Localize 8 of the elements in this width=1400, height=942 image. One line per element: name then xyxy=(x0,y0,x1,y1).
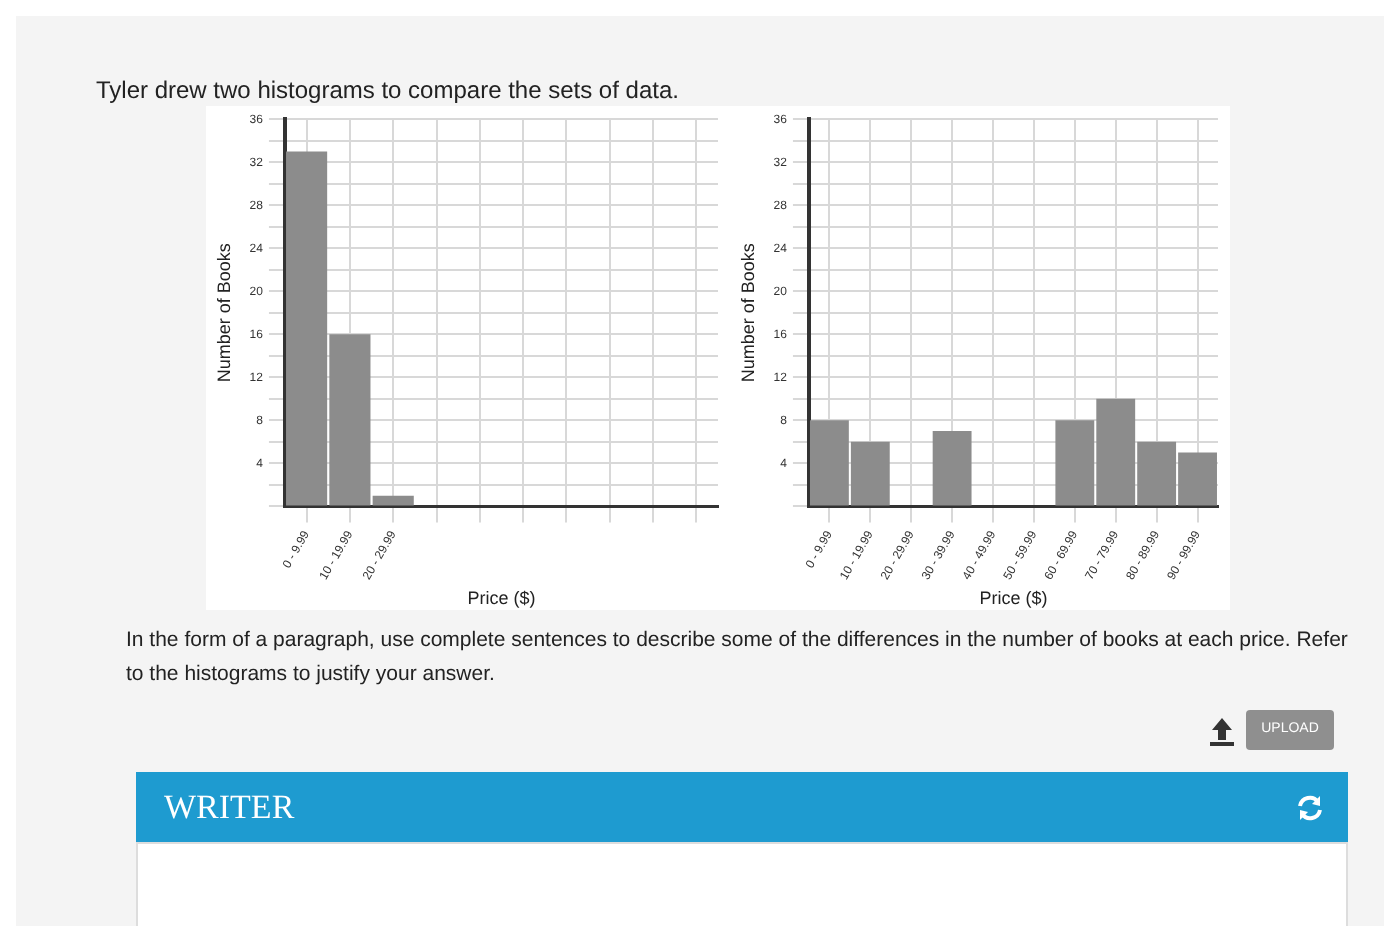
x-axis-title: Price ($) xyxy=(979,588,1048,609)
y-axis-title: Number of Books xyxy=(737,242,758,383)
text: WRITER xyxy=(136,772,1348,842)
x-axis-title: Price ($) xyxy=(467,588,536,609)
y-axis-title: Number of Books xyxy=(213,242,234,383)
bar xyxy=(932,431,972,506)
text: Tyler drew two histograms to compare the sets of data. xyxy=(96,76,679,104)
text: In the form of a paragraph, use complete sentences to describe some of the differences in the number of books at each price. Refer to the histograms to justify your answer. xyxy=(126,626,1350,690)
